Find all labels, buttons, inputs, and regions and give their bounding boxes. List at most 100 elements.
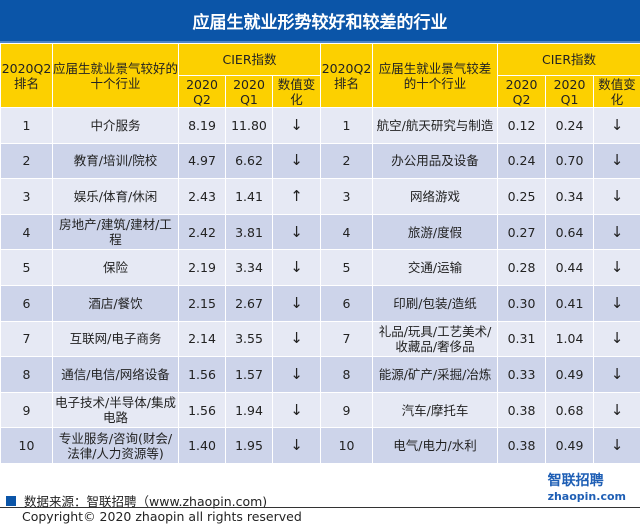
industry-cell: 交通/运输	[373, 250, 498, 286]
change-arrow: ↓	[273, 357, 321, 393]
q1-value: 0.68	[546, 392, 594, 428]
header-q2: 2020 Q2	[179, 76, 226, 108]
industry-table: 2020Q2排名 应届生就业景气较好的十个行业 CIER指数 2020Q2排名 …	[0, 43, 640, 464]
header-good-industries: 应届生就业景气较好的十个行业	[53, 44, 179, 108]
rank-cell: 1	[321, 108, 373, 144]
rank-cell: 3	[321, 179, 373, 215]
q1-value: 0.64	[546, 214, 594, 250]
rank-cell: 6	[1, 285, 53, 321]
change-arrow: ↓	[594, 179, 640, 215]
q2-value: 2.14	[179, 321, 226, 357]
bullet-square-icon	[6, 496, 16, 506]
rank-cell: 10	[321, 428, 373, 464]
industry-cell: 网络游戏	[373, 179, 498, 215]
change-arrow: ↓	[594, 143, 640, 179]
header-q1: 2020 Q1	[226, 76, 273, 108]
q2-value: 0.33	[498, 357, 546, 393]
q1-value: 1.95	[226, 428, 273, 464]
industry-cell: 互联网/电子商务	[53, 321, 179, 357]
rank-cell: 4	[1, 214, 53, 250]
rank-cell: 2	[321, 143, 373, 179]
q1-value: 11.80	[226, 108, 273, 144]
change-arrow: ↑	[273, 179, 321, 215]
industry-cell: 电子技术/半导体/集成电路	[53, 392, 179, 428]
q1-value: 0.34	[546, 179, 594, 215]
header-rank: 2020Q2排名	[321, 44, 373, 108]
change-arrow: ↓	[273, 285, 321, 321]
q1-value: 1.41	[226, 179, 273, 215]
rank-cell: 5	[1, 250, 53, 286]
q1-value: 0.44	[546, 250, 594, 286]
q1-value: 1.57	[226, 357, 273, 393]
q2-value: 0.27	[498, 214, 546, 250]
q2-value: 1.56	[179, 392, 226, 428]
rank-cell: 8	[321, 357, 373, 393]
q1-value: 3.81	[226, 214, 273, 250]
q1-value: 0.24	[546, 108, 594, 144]
change-arrow: ↓	[273, 392, 321, 428]
industry-cell: 办公用品及设备	[373, 143, 498, 179]
q2-value: 8.19	[179, 108, 226, 144]
industry-cell: 电气/电力/水利	[373, 428, 498, 464]
industry-cell: 礼品/玩具/工艺美术/收藏品/奢侈品	[373, 321, 498, 357]
rank-cell: 7	[321, 321, 373, 357]
rank-cell: 5	[321, 250, 373, 286]
q2-value: 1.56	[179, 357, 226, 393]
change-arrow: ↓	[594, 428, 640, 464]
q1-value: 3.34	[226, 250, 273, 286]
industry-cell: 娱乐/体育/休闲	[53, 179, 179, 215]
q1-value: 0.49	[546, 428, 594, 464]
rank-cell: 8	[1, 357, 53, 393]
rank-cell: 4	[321, 214, 373, 250]
q2-value: 2.42	[179, 214, 226, 250]
q2-value: 0.28	[498, 250, 546, 286]
change-arrow: ↓	[273, 428, 321, 464]
q2-value: 2.43	[179, 179, 226, 215]
q2-value: 4.97	[179, 143, 226, 179]
page-title: 应届生就业形势较好和较差的行业	[0, 0, 640, 43]
change-arrow: ↓	[594, 392, 640, 428]
industry-cell: 教育/培训/院校	[53, 143, 179, 179]
change-arrow: ↓	[594, 321, 640, 357]
header-rank: 2020Q2排名	[1, 44, 53, 108]
header-change: 数值变化	[594, 76, 640, 108]
header-q2: 2020 Q2	[498, 76, 546, 108]
change-arrow: ↓	[594, 357, 640, 393]
industry-cell: 汽车/摩托车	[373, 392, 498, 428]
q1-value: 0.49	[546, 357, 594, 393]
q1-value: 3.55	[226, 321, 273, 357]
change-arrow: ↓	[273, 143, 321, 179]
change-arrow: ↓	[594, 214, 640, 250]
industry-cell: 航空/航天研究与制造	[373, 108, 498, 144]
industry-cell: 印刷/包装/造纸	[373, 285, 498, 321]
rank-cell: 6	[321, 285, 373, 321]
header-bad-industries: 应届生就业景气较差的十个行业	[373, 44, 498, 108]
rank-cell: 10	[1, 428, 53, 464]
q1-value: 2.67	[226, 285, 273, 321]
industry-cell: 保险	[53, 250, 179, 286]
q1-value: 0.70	[546, 143, 594, 179]
q1-value: 6.62	[226, 143, 273, 179]
rank-cell: 2	[1, 143, 53, 179]
industry-cell: 中介服务	[53, 108, 179, 144]
header-cier: CIER指数	[179, 44, 321, 76]
q2-value: 0.38	[498, 428, 546, 464]
industry-cell: 能源/矿产/采掘/冶炼	[373, 357, 498, 393]
change-arrow: ↓	[273, 321, 321, 357]
q1-value: 1.04	[546, 321, 594, 357]
change-arrow: ↓	[594, 108, 640, 144]
q2-value: 2.19	[179, 250, 226, 286]
divider	[0, 507, 640, 508]
rank-cell: 9	[1, 392, 53, 428]
